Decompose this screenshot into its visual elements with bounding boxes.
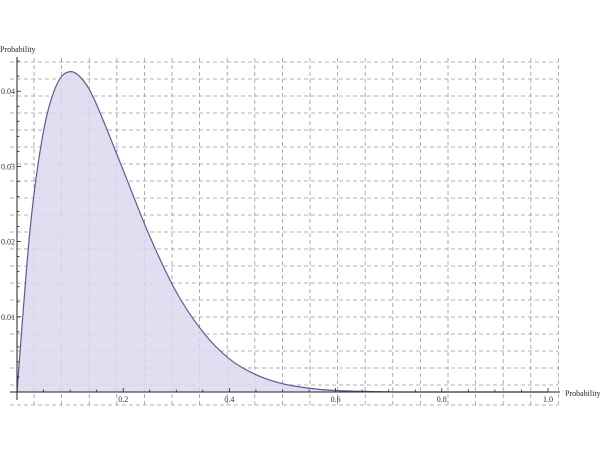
y-tick-labels: 0.01 0.02 0.03 0.04 — [1, 87, 15, 322]
x-tick-label: 0.2 — [118, 395, 128, 404]
x-tick-label: 0.6 — [331, 395, 341, 404]
x-tick-label: 1.0 — [543, 395, 553, 404]
density-area — [17, 71, 548, 393]
x-tick-labels: 0.2 0.4 0.6 0.8 1.0 — [118, 395, 553, 404]
x-tick-label: 0.8 — [437, 395, 447, 404]
y-tick-label: 0.04 — [1, 87, 15, 96]
y-tick-label: 0.01 — [1, 313, 15, 322]
axes — [10, 57, 560, 400]
y-tick-label: 0.03 — [1, 162, 15, 171]
y-tick-label: 0.02 — [1, 238, 15, 247]
y-axis-label: Probability — [0, 45, 36, 54]
x-axis-label: Probability — [565, 389, 600, 398]
x-tick-label: 0.4 — [224, 395, 234, 404]
